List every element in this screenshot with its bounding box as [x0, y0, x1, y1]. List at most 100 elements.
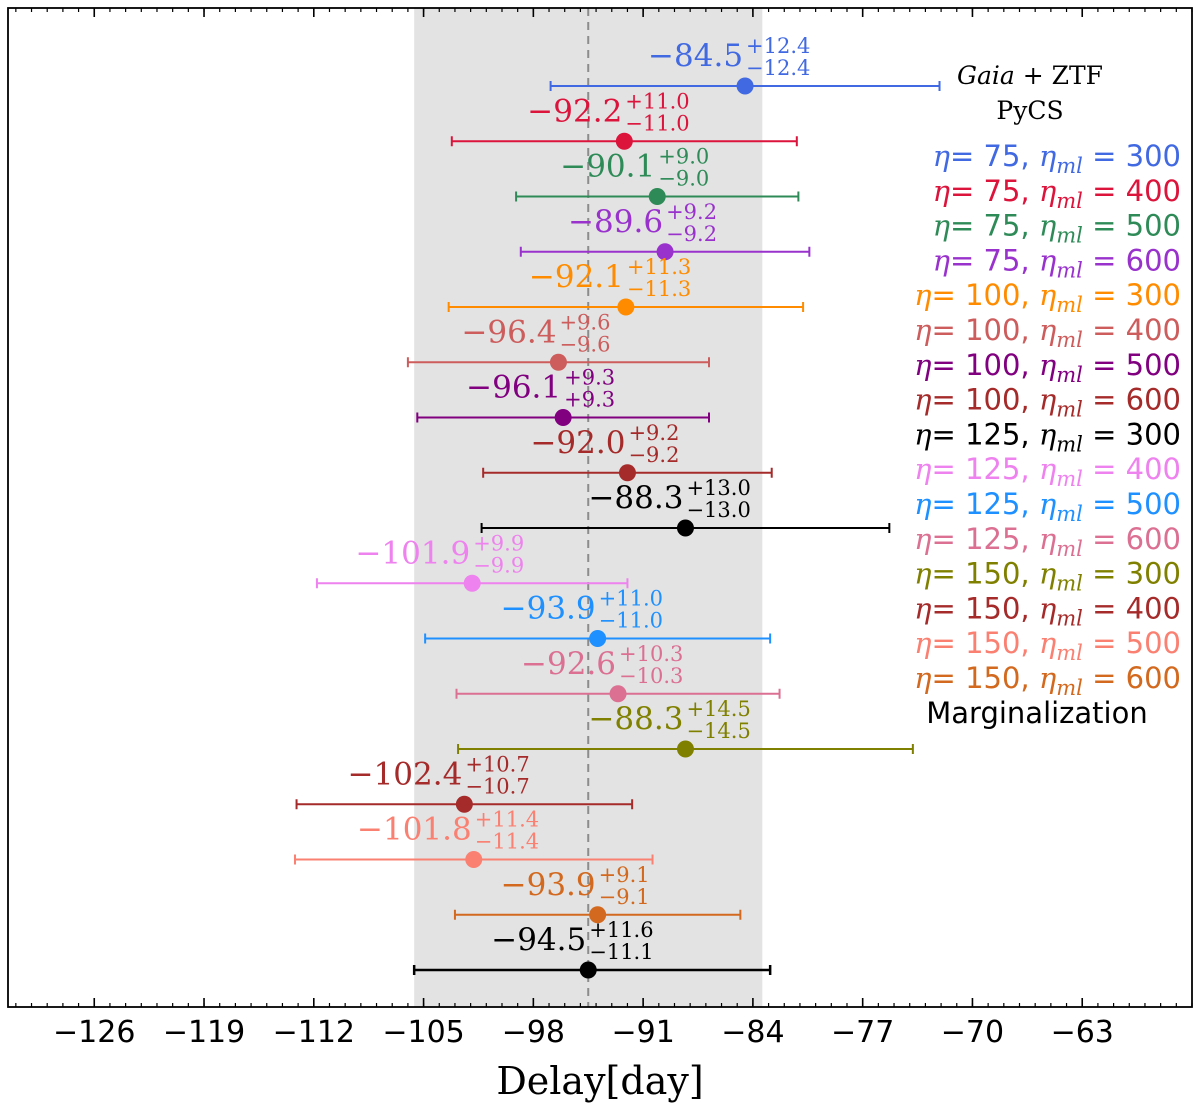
legend-entry-5: η= 100, ηml = 400 — [914, 313, 1181, 352]
legend-ml-subscript: ml — [1056, 676, 1083, 700]
legend-ml-subscript: ml — [1056, 224, 1083, 248]
value-plus-error: +11.4 — [475, 808, 539, 832]
x-tick-label: −84 — [721, 1015, 784, 1050]
x-tick-label: −119 — [163, 1015, 245, 1050]
legend-equals: = — [1083, 348, 1126, 382]
value-minus-error: −9.1 — [599, 885, 650, 909]
legend-entry-0: η= 75, ηml = 300 — [933, 139, 1181, 178]
legend-equals: = — [1083, 174, 1126, 208]
value-minus-error: −11.1 — [589, 940, 653, 964]
value-minus-error: −11.3 — [627, 277, 691, 301]
legend-eta-value: 75, — [984, 174, 1039, 208]
errorbar-2 — [515, 188, 800, 205]
data-point — [589, 906, 607, 924]
errorbar-13 — [295, 795, 634, 813]
legend-equals: = — [932, 452, 966, 486]
legend-equals: = — [950, 174, 984, 208]
value-minus-error: −11.0 — [625, 111, 689, 135]
value-label: −94.5 — [491, 922, 586, 958]
legend-equals: = — [932, 487, 966, 521]
legend-ml-subscript: ml — [1056, 502, 1083, 526]
value-plus-error: +9.2 — [666, 200, 717, 224]
value-plus-error: +12.4 — [746, 34, 810, 58]
legend-entry-14: η= 150, ηml = 500 — [914, 626, 1181, 665]
legend-equals: = — [1083, 661, 1126, 695]
errorbar-9 — [315, 574, 629, 592]
data-point — [463, 574, 481, 592]
value-plus-error: +11.0 — [625, 89, 689, 113]
x-tick-label: −91 — [611, 1015, 674, 1050]
legend-eta-symbol: η — [914, 487, 932, 521]
legend-ml-subscript: ml — [1056, 432, 1083, 456]
legend-eta-symbol: η — [914, 417, 932, 451]
legend-equals: = — [932, 522, 966, 556]
legend-eta-ml-symbol: η — [1039, 557, 1057, 591]
legend-equals: = — [1083, 313, 1126, 347]
legend-eta-ml-symbol: η — [1039, 626, 1057, 660]
legend-eta-ml-value: 500 — [1126, 209, 1181, 243]
legend-ml-subscript: ml — [1056, 467, 1083, 491]
legend-eta-symbol: η — [914, 626, 932, 660]
value-minus-error: −9.0 — [658, 167, 709, 191]
legend-eta-value: 125, — [965, 487, 1039, 521]
errorbar-8 — [480, 519, 891, 537]
legend-eta-ml-value: 400 — [1126, 452, 1181, 486]
value-plus-error: +14.5 — [686, 697, 750, 721]
legend-equals: = — [932, 417, 966, 451]
legend-eta-value: 125, — [965, 522, 1039, 556]
legend-ml-subscript: ml — [1056, 154, 1083, 178]
value-plus-error: +10.3 — [619, 642, 683, 666]
value-minus-error: −13.0 — [686, 498, 750, 522]
legend-equals: = — [1083, 209, 1126, 243]
value-plus-error: +9.9 — [473, 531, 524, 555]
value-plus-error: +9.2 — [628, 421, 679, 445]
legend-eta-value: 75, — [984, 243, 1039, 277]
legend-entry-7: η= 100, ηml = 600 — [914, 383, 1181, 422]
legend-eta-ml-value: 300 — [1126, 417, 1181, 451]
legend-eta-ml-symbol: η — [1039, 522, 1057, 556]
value-label: −92.0 — [530, 425, 625, 461]
legend-eta-ml-symbol: η — [1039, 209, 1057, 243]
value-minus-error: −14.5 — [686, 719, 750, 743]
legend-entry-15: η= 150, ηml = 600 — [914, 661, 1181, 700]
errorbar-6 — [416, 409, 710, 426]
legend-equals: = — [932, 661, 966, 695]
legend-eta-ml-value: 500 — [1126, 348, 1181, 382]
legend-eta-ml-value: 600 — [1126, 522, 1181, 556]
legend-eta-value: 100, — [965, 313, 1039, 347]
legend-equals: = — [932, 557, 966, 591]
legend-title-gaia: Gaia — [957, 61, 1015, 90]
value-plus-error: +10.7 — [465, 752, 529, 776]
legend-ml-subscript: ml — [1056, 572, 1083, 596]
axes-layer: −126 −119 −112 −105 −98 −91 −84 −77 −70 −63 Delay[… — [7, 7, 1193, 1103]
legend-eta-symbol: η — [914, 522, 932, 556]
value-minus-error: −11.0 — [599, 609, 663, 633]
legend-eta-ml-value: 600 — [1126, 383, 1181, 417]
legend-ml-subscript: ml — [1056, 189, 1083, 213]
legend-eta-ml-value: 400 — [1126, 591, 1181, 625]
legend-eta-ml-value: 600 — [1126, 243, 1181, 277]
legend-ml-subscript: ml — [1056, 363, 1083, 387]
data-point — [455, 795, 473, 813]
value-minus-error: −12.4 — [746, 56, 810, 80]
legend-eta-symbol: η — [914, 278, 932, 312]
legend-eta-ml-symbol: η — [1039, 591, 1057, 625]
legend-ml-subscript: ml — [1056, 398, 1083, 422]
value-minus-error: −9.6 — [559, 332, 610, 356]
legend-entry-marginalization: Marginalization — [926, 696, 1147, 730]
legend-equals: = — [932, 626, 966, 660]
legend-eta-ml-value: 500 — [1126, 487, 1181, 521]
errorbar-7 — [482, 464, 773, 482]
data-point — [648, 188, 666, 205]
legend-equals: = — [932, 383, 966, 417]
legend-eta-ml-symbol: η — [1039, 243, 1057, 277]
legend-equals: = — [1083, 557, 1126, 591]
legend-eta-value: 100, — [965, 383, 1039, 417]
value-plus-error: +9.0 — [658, 145, 709, 169]
value-label: −101.9 — [355, 535, 470, 571]
plot-frame — [7, 7, 1193, 1008]
errorbar-15 — [453, 906, 742, 924]
legend-eta-value: 100, — [965, 348, 1039, 382]
legend-entry-6: η= 100, ηml = 500 — [914, 348, 1181, 387]
